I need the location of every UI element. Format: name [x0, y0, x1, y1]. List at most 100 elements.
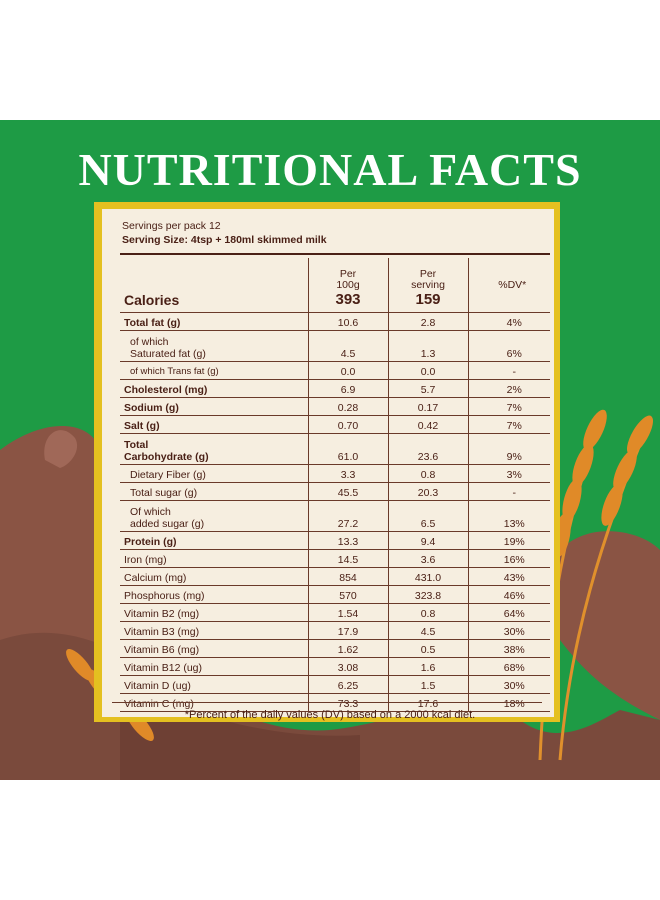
- row-per-100g: 1.54: [307, 603, 388, 622]
- footnote: *Percent of the daily values (DV) based …: [184, 709, 476, 721]
- row-per-100g: 17.9: [307, 621, 388, 640]
- table-row: Vitamin B3 (mg) 17.9 4.5 30%: [120, 621, 550, 640]
- row-dv: 7%: [467, 415, 550, 434]
- row-label: of which Trans fat (g): [120, 361, 308, 380]
- row-label: Calcium (mg): [120, 567, 308, 586]
- page-title: NUTRITIONAL FACTS: [78, 144, 582, 195]
- row-dv: 6%: [467, 330, 550, 362]
- row-per-100g: 0.70: [307, 415, 388, 434]
- calories-per-serving: 159: [415, 291, 441, 308]
- table-row: Vitamin B2 (mg) 1.54 0.8 64%: [120, 603, 550, 622]
- row-label: Cholesterol (mg): [120, 379, 308, 398]
- nutrition-panel: Servings per pack 12 Serving Size: 4tsp …: [102, 209, 554, 717]
- row-per-100g: 570: [307, 585, 388, 604]
- row-per-100g: 0.28: [307, 397, 388, 416]
- row-per-serving: 9.4: [387, 531, 468, 550]
- row-per-100g: 14.5: [307, 549, 388, 568]
- row-dv: -: [467, 361, 550, 380]
- row-dv: 9%: [467, 433, 550, 465]
- col-dv: %DV*: [498, 278, 527, 291]
- row-per-serving: 2.8: [387, 312, 468, 331]
- table-row: of which Trans fat (g) 0.0 0.0-: [120, 361, 550, 380]
- row-per-serving: 1.5: [387, 675, 468, 694]
- row-label: Iron (mg): [120, 549, 308, 568]
- row-per-serving: 323.8: [387, 585, 468, 604]
- calories-label: Calories: [124, 292, 180, 308]
- row-label: Total fat (g): [120, 312, 308, 331]
- row-label: Vitamin B3 (mg): [120, 621, 308, 640]
- header-rule: [120, 253, 550, 255]
- row-label: Vitamin B6 (mg): [120, 639, 308, 658]
- row-dv: 3%: [467, 464, 550, 483]
- calories-per-100g: 393: [335, 291, 361, 308]
- row-per-100g: 6.25: [307, 675, 388, 694]
- table-row: Total sugar (g) 45.5 20.3-: [120, 482, 550, 501]
- row-label: Total Carbohydrate (g): [120, 433, 308, 465]
- row-per-serving: 6.5: [387, 500, 468, 532]
- table-row: Cholesterol (mg) 6.9 5.7 2%: [120, 379, 550, 398]
- row-per-serving: 0.8: [387, 464, 468, 483]
- row-label: Vitamin D (ug): [120, 675, 308, 694]
- table-row: Calcium (mg) 854 431.0 43%: [120, 567, 550, 586]
- row-per-100g: 3.08: [307, 657, 388, 676]
- row-per-serving: 23.6: [387, 433, 468, 465]
- serving-size: Serving Size: 4tsp + 180ml skimmed milk: [122, 234, 327, 246]
- row-per-serving: 0.17: [387, 397, 468, 416]
- row-per-serving: 3.6: [387, 549, 468, 568]
- row-dv: 46%: [467, 585, 550, 604]
- servings-per-pack: Servings per pack 12: [122, 220, 221, 232]
- row-per-100g: 854: [307, 567, 388, 586]
- table-row: Vitamin B6 (mg) 1.62 0.5 38%: [120, 639, 550, 658]
- table-row: Vitamin D (ug) 6.25 1.5 30%: [120, 675, 550, 694]
- row-per-serving: 1.3: [387, 330, 468, 362]
- row-per-100g: 13.3: [307, 531, 388, 550]
- row-dv: 30%: [467, 621, 550, 640]
- nutrition-table: Calories Per 100g 393 Per serving 159 %D…: [120, 258, 550, 712]
- table-row: Phosphorus (mg) 570 323.8 46%: [120, 585, 550, 604]
- row-dv: -: [467, 482, 550, 501]
- row-per-100g: 3.3: [307, 464, 388, 483]
- row-dv: 38%: [467, 639, 550, 658]
- row-label: of which Saturated fat (g): [120, 330, 308, 362]
- row-per-100g: 6.9: [307, 379, 388, 398]
- col-per-100g: Per 100g: [336, 268, 360, 291]
- row-dv: 30%: [467, 675, 550, 694]
- table-row: Total fat (g) 10.6 2.8 4%: [120, 312, 550, 331]
- row-per-100g: 10.6: [307, 312, 388, 331]
- row-dv: 68%: [467, 657, 550, 676]
- row-per-serving: 0.5: [387, 639, 468, 658]
- table-row: Protein (g) 13.3 9.4 19%: [120, 531, 550, 550]
- table-row: Iron (mg) 14.5 3.6 16%: [120, 549, 550, 568]
- row-label: Salt (g): [120, 415, 308, 434]
- footnote-rule: [112, 702, 542, 703]
- row-label: Protein (g): [120, 531, 308, 550]
- table-row: Salt (g) 0.70 0.42 7%: [120, 415, 550, 434]
- row-dv: 2%: [467, 379, 550, 398]
- row-label: Vitamin B2 (mg): [120, 603, 308, 622]
- table-row: Dietary Fiber (g) 3.3 0.8 3%: [120, 464, 550, 483]
- row-per-100g: 27.2: [307, 500, 388, 532]
- row-per-100g: 0.0: [307, 361, 388, 380]
- row-dv: 64%: [467, 603, 550, 622]
- row-per-serving: 20.3: [387, 482, 468, 501]
- table-row: Of which added sugar (g) 27.2 6.5 13%: [120, 500, 550, 532]
- row-label: Of which added sugar (g): [120, 500, 308, 532]
- row-label: Vitamin B12 (ug): [120, 657, 308, 676]
- row-label: Total sugar (g): [120, 482, 308, 501]
- row-per-serving: 0.42: [387, 415, 468, 434]
- table-row: Vitamin B12 (ug) 3.08 1.6 68%: [120, 657, 550, 676]
- table-row: Total Carbohydrate (g) 61.0 23.6 9%: [120, 433, 550, 465]
- row-dv: 13%: [467, 500, 550, 532]
- row-per-serving: 5.7: [387, 379, 468, 398]
- row-per-serving: 4.5: [387, 621, 468, 640]
- row-label: Dietary Fiber (g): [120, 464, 308, 483]
- col-per-serving: Per serving: [411, 268, 445, 291]
- row-per-100g: 61.0: [307, 433, 388, 465]
- row-label: Sodium (g): [120, 397, 308, 416]
- row-dv: 43%: [467, 567, 550, 586]
- row-per-100g: 4.5: [307, 330, 388, 362]
- row-dv: 4%: [467, 312, 550, 331]
- row-per-100g: 45.5: [307, 482, 388, 501]
- row-per-serving: 0.8: [387, 603, 468, 622]
- row-per-serving: 431.0: [387, 567, 468, 586]
